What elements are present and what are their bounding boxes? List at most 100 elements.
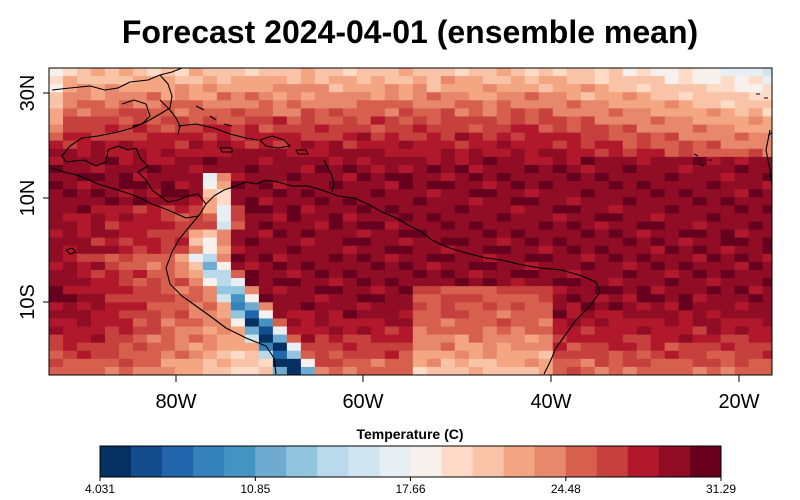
- field-cell: [230, 164, 246, 174]
- field-cell: [594, 205, 610, 214]
- field-cell: [300, 181, 316, 190]
- field-cell: [468, 116, 484, 125]
- field-cell: [650, 286, 666, 295]
- field-cell: [328, 294, 344, 303]
- field-cell: [608, 84, 624, 93]
- field-cell: [720, 221, 736, 230]
- field-cell: [188, 342, 204, 352]
- field-cell: [734, 76, 750, 85]
- field-cell: [510, 108, 526, 117]
- field-cell: [762, 68, 772, 77]
- field-cell: [678, 310, 694, 319]
- field-cell: [62, 92, 78, 101]
- field-cell: [734, 294, 750, 303]
- field-cell: [384, 205, 400, 214]
- field-cell: [762, 213, 772, 222]
- field-cell: [524, 116, 540, 125]
- field-cell: [454, 366, 470, 375]
- field-cell: [482, 366, 498, 375]
- field-cell: [678, 358, 694, 368]
- field-cell: [762, 366, 772, 375]
- field-cell: [692, 84, 708, 93]
- field-cell: [104, 148, 120, 158]
- field-cell: [440, 100, 456, 109]
- field-cell: [258, 68, 274, 77]
- field-cell: [104, 156, 120, 166]
- field-cell: [552, 68, 568, 77]
- field-cell: [678, 156, 694, 166]
- field-cell: [286, 68, 302, 77]
- field-cell: [454, 140, 470, 150]
- field-cell: [160, 237, 176, 247]
- field-cell: [370, 358, 386, 368]
- colorbar-swatch: [193, 446, 225, 477]
- field-cell: [580, 173, 596, 182]
- field-cell: [286, 326, 302, 336]
- field-cell: [118, 326, 134, 336]
- field-cell: [664, 245, 680, 255]
- field-cell: [398, 318, 414, 327]
- field-cell: [580, 237, 596, 247]
- field-cell: [608, 350, 624, 360]
- field-cell: [62, 148, 78, 158]
- field-cell: [440, 221, 456, 230]
- field-cell: [762, 221, 772, 230]
- field-cell: [188, 318, 204, 327]
- field-cell: [132, 108, 148, 117]
- field-cell: [580, 197, 596, 206]
- field-cell: [720, 294, 736, 303]
- field-cell: [762, 164, 772, 174]
- field-cell: [49, 100, 64, 109]
- field-cell: [426, 100, 442, 109]
- field-cell: [62, 318, 78, 327]
- field-cell: [454, 100, 470, 109]
- field-cell: [664, 116, 680, 125]
- field-cell: [748, 84, 764, 93]
- field-cell: [468, 358, 484, 368]
- field-cell: [370, 140, 386, 150]
- field-cell: [286, 237, 302, 247]
- field-cell: [734, 310, 750, 319]
- field-cell: [538, 116, 554, 125]
- field-cell: [720, 261, 736, 271]
- field-cell: [650, 76, 666, 85]
- field-cell: [426, 366, 442, 375]
- field-cell: [174, 84, 190, 93]
- field-cell: [552, 197, 568, 206]
- field-cell: [314, 181, 330, 190]
- field-cell: [300, 286, 316, 295]
- field-cell: [496, 156, 512, 166]
- field-cell: [314, 253, 330, 263]
- field-cell: [412, 237, 428, 247]
- field-cell: [328, 140, 344, 150]
- field-cell: [580, 140, 596, 150]
- field-cell: [706, 326, 722, 336]
- field-cell: [370, 318, 386, 327]
- field-cell: [286, 318, 302, 327]
- field-cell: [384, 294, 400, 303]
- field-cell: [594, 92, 610, 101]
- yucatan: [121, 99, 151, 127]
- field-cell: [594, 245, 610, 255]
- field-cell: [552, 108, 568, 117]
- field-cell: [664, 221, 680, 230]
- colorbar-swatch: [379, 446, 411, 477]
- field-cell: [384, 76, 400, 85]
- field-cell: [90, 278, 106, 287]
- field-cell: [412, 269, 428, 279]
- field-cell: [118, 286, 134, 295]
- field-cell: [76, 358, 92, 368]
- field-cell: [90, 326, 106, 336]
- field-cell: [566, 366, 582, 375]
- field-cell: [300, 205, 316, 214]
- field-cell: [510, 342, 526, 352]
- field-cell: [314, 116, 330, 125]
- field-cell: [188, 253, 204, 263]
- field-cell: [146, 84, 162, 93]
- field-cell: [342, 302, 358, 311]
- field-cell: [454, 294, 470, 303]
- field-cell: [552, 229, 568, 239]
- field-cell: [622, 326, 638, 336]
- field-cell: [244, 92, 260, 101]
